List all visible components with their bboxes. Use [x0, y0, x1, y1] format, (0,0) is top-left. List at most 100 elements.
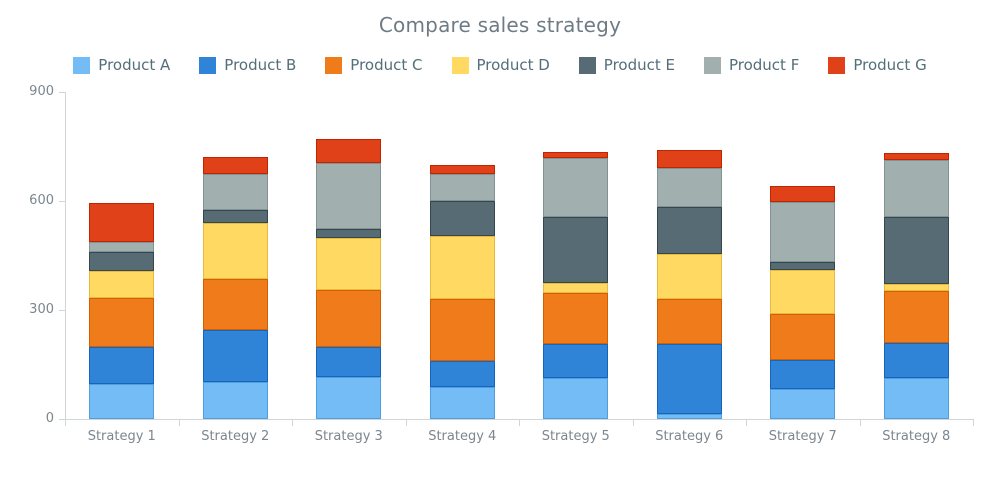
legend-item-product-d[interactable]: Product D: [451, 56, 550, 74]
legend-item-label: Product F: [728, 56, 800, 74]
legend-item-product-f[interactable]: Product F: [703, 56, 800, 74]
bar-segment-product-g-strategy-7[interactable]: [770, 186, 835, 202]
bar-segment-product-e-strategy-2[interactable]: [203, 210, 268, 223]
bar-segment-product-d-strategy-5[interactable]: [543, 283, 608, 293]
bar-segment-product-b-strategy-6[interactable]: [657, 344, 722, 414]
bar-segment-product-c-strategy-1[interactable]: [89, 298, 154, 347]
legend-swatch-icon: [451, 56, 469, 74]
legend-swatch-icon: [703, 56, 721, 74]
legend-item-label: Product B: [224, 56, 297, 74]
bar-segment-product-a-strategy-1[interactable]: [89, 384, 154, 419]
y-axis-label: 300: [29, 302, 54, 317]
bar-segment-product-a-strategy-6[interactable]: [657, 414, 722, 419]
bar-segment-product-f-strategy-1[interactable]: [89, 242, 154, 252]
bar-segment-product-e-strategy-5[interactable]: [543, 217, 608, 283]
bar-segment-product-c-strategy-3[interactable]: [316, 290, 381, 347]
bar-segment-product-g-strategy-1[interactable]: [89, 203, 154, 242]
bar-segment-product-a-strategy-5[interactable]: [543, 378, 608, 419]
bar-segment-product-c-strategy-7[interactable]: [770, 314, 835, 360]
y-axis-tick: [59, 310, 65, 311]
bar-segment-product-c-strategy-4[interactable]: [430, 299, 495, 361]
bar-segment-product-d-strategy-1[interactable]: [89, 271, 154, 298]
bar-segment-product-d-strategy-4[interactable]: [430, 236, 495, 299]
legend-item-product-e[interactable]: Product E: [578, 56, 675, 74]
x-axis-tick: [179, 420, 180, 426]
bar-segment-product-d-strategy-6[interactable]: [657, 254, 722, 299]
y-axis-label: 600: [29, 193, 54, 208]
y-axis-tick: [59, 92, 65, 93]
chart-title: Compare sales strategy: [378, 13, 622, 37]
bar-segment-product-b-strategy-4[interactable]: [430, 361, 495, 387]
bar-segment-product-e-strategy-8[interactable]: [884, 217, 949, 284]
bar-segment-product-e-strategy-6[interactable]: [657, 207, 722, 254]
x-axis-label: Strategy 7: [768, 429, 837, 444]
x-axis-tick: [292, 420, 293, 426]
y-axis-tick: [59, 419, 65, 420]
x-axis-tick: [519, 420, 520, 426]
legend-item-product-c[interactable]: Product C: [325, 56, 423, 74]
bar-segment-product-d-strategy-2[interactable]: [203, 223, 268, 279]
legend-item-label: Product C: [350, 56, 423, 74]
x-axis-tick: [860, 420, 861, 426]
y-axis-tick: [59, 201, 65, 202]
bar-segment-product-a-strategy-3[interactable]: [316, 377, 381, 419]
bar-segment-product-b-strategy-7[interactable]: [770, 360, 835, 389]
bar-segment-product-c-strategy-5[interactable]: [543, 293, 608, 344]
bar-segment-product-a-strategy-8[interactable]: [884, 378, 949, 419]
bar-segment-product-d-strategy-3[interactable]: [316, 238, 381, 290]
legend-swatch-icon: [199, 56, 217, 74]
bar-segment-product-c-strategy-6[interactable]: [657, 299, 722, 344]
bar-segment-product-b-strategy-2[interactable]: [203, 330, 268, 382]
x-axis-label: Strategy 3: [314, 429, 383, 444]
x-axis-label: Strategy 6: [655, 429, 724, 444]
x-axis-label: Strategy 5: [541, 429, 610, 444]
bar-segment-product-f-strategy-8[interactable]: [884, 160, 949, 217]
bar-segment-product-b-strategy-3[interactable]: [316, 347, 381, 377]
legend-swatch-icon: [828, 56, 846, 74]
bar-segment-product-c-strategy-2[interactable]: [203, 279, 268, 330]
bar-segment-product-e-strategy-1[interactable]: [89, 252, 154, 271]
bar-segment-product-f-strategy-2[interactable]: [203, 174, 268, 210]
x-axis-label: Strategy 2: [201, 429, 270, 444]
bar-segment-product-f-strategy-3[interactable]: [316, 163, 381, 229]
legend-item-label: Product D: [476, 56, 550, 74]
bar-segment-product-g-strategy-5[interactable]: [543, 152, 608, 158]
bar-segment-product-g-strategy-3[interactable]: [316, 139, 381, 163]
x-axis-tick: [746, 420, 747, 426]
bar-segment-product-e-strategy-4[interactable]: [430, 201, 495, 236]
bar-segment-product-g-strategy-2[interactable]: [203, 157, 268, 174]
legend-swatch-icon: [73, 56, 91, 74]
bar-segment-product-f-strategy-6[interactable]: [657, 168, 722, 207]
x-axis-line: [65, 419, 974, 420]
bar-segment-product-c-strategy-8[interactable]: [884, 291, 949, 343]
bar-segment-product-a-strategy-2[interactable]: [203, 382, 268, 419]
x-axis-label: Strategy 4: [428, 429, 497, 444]
x-axis-tick: [65, 420, 66, 426]
x-axis-label: Strategy 8: [882, 429, 951, 444]
bar-segment-product-a-strategy-7[interactable]: [770, 389, 835, 419]
bar-segment-product-f-strategy-5[interactable]: [543, 158, 608, 217]
bar-segment-product-b-strategy-1[interactable]: [89, 347, 154, 384]
bar-segment-product-b-strategy-8[interactable]: [884, 343, 949, 378]
bar-segment-product-g-strategy-4[interactable]: [430, 165, 495, 174]
bar-segment-product-g-strategy-8[interactable]: [884, 153, 949, 160]
bar-segment-product-b-strategy-5[interactable]: [543, 344, 608, 378]
legend-item-product-g[interactable]: Product G: [828, 56, 927, 74]
x-axis-tick: [406, 420, 407, 426]
legend-item-label: Product A: [98, 56, 171, 74]
x-axis-tick: [633, 420, 634, 426]
bar-segment-product-f-strategy-4[interactable]: [430, 174, 495, 201]
bar-segment-product-f-strategy-7[interactable]: [770, 202, 835, 262]
bar-segment-product-e-strategy-7[interactable]: [770, 262, 835, 270]
bar-segment-product-d-strategy-8[interactable]: [884, 284, 949, 291]
bar-segment-product-d-strategy-7[interactable]: [770, 270, 835, 314]
bar-segment-product-a-strategy-4[interactable]: [430, 387, 495, 419]
legend-item-product-b[interactable]: Product B: [199, 56, 296, 74]
legend-item-product-a[interactable]: Product A: [73, 56, 170, 74]
legend-item-label: Product G: [853, 56, 927, 74]
bar-segment-product-g-strategy-6[interactable]: [657, 150, 722, 168]
bar-segment-product-e-strategy-3[interactable]: [316, 229, 381, 238]
x-axis-label: Strategy 1: [87, 429, 156, 444]
legend: Product A Product B Product C Product D Prod…: [0, 56, 1000, 74]
